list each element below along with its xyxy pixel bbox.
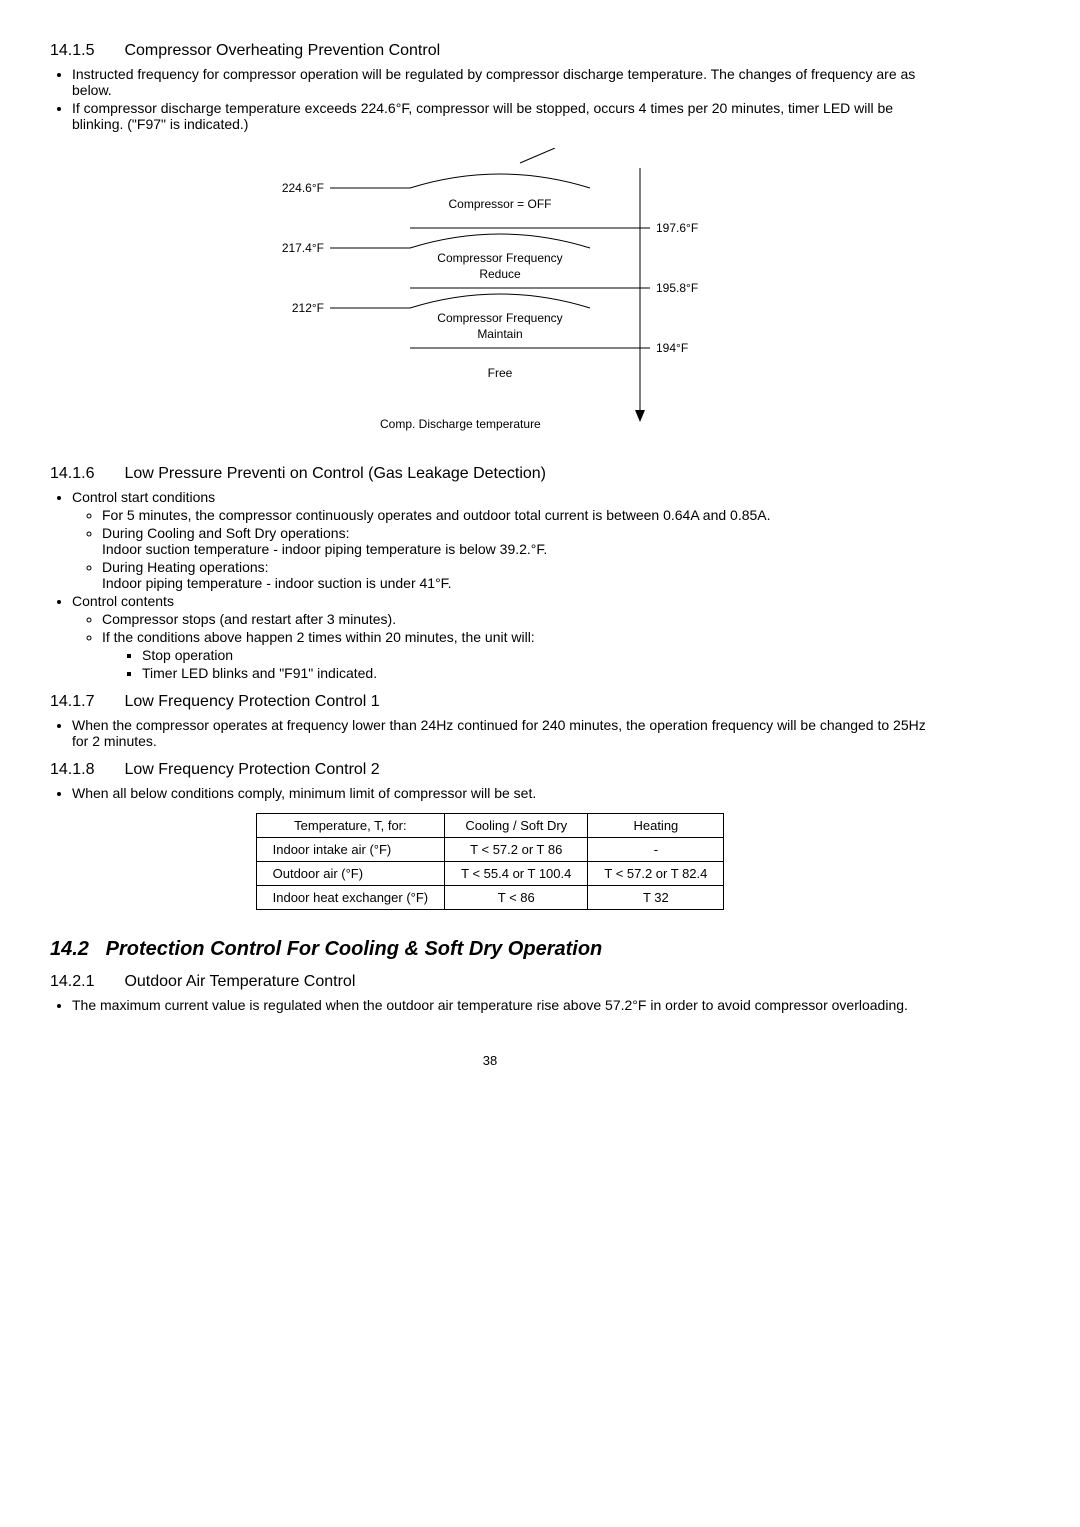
svg-text:Free: Free	[488, 366, 513, 380]
heading-14-1-6: 14.1.6 Low Pressure Preventi on Control …	[50, 465, 930, 483]
table-header: Cooling / Soft Dry	[445, 814, 588, 838]
svg-text:Compressor Frequency: Compressor Frequency	[437, 251, 562, 265]
conditions-table: Temperature, T, for: Cooling / Soft Dry …	[256, 813, 725, 910]
svg-text:Compressor Frequency: Compressor Frequency	[437, 311, 562, 325]
table-cell: T 32	[588, 886, 724, 910]
heading-14-1-5: 14.1.5 Compressor Overheating Prevention…	[50, 42, 930, 60]
table-cell: Indoor intake air (°F)	[256, 838, 445, 862]
bullet-list: Control start conditions For 5 minutes, …	[72, 489, 930, 681]
heading-title: Low Frequency Protection Control 1	[124, 693, 379, 710]
bullet-list: The maximum current value is regulated w…	[72, 997, 930, 1013]
bullet-item: When all below conditions comply, minimu…	[72, 785, 930, 801]
table-header: Temperature, T, for:	[256, 814, 445, 838]
table-cell: Indoor heat exchanger (°F)	[256, 886, 445, 910]
svg-text:Comp. Discharge temperature: Comp. Discharge temperature	[380, 417, 541, 431]
table-cell: -	[588, 838, 724, 862]
table-cell: T < 86	[445, 886, 588, 910]
table-row: Indoor heat exchanger (°F) T < 86 T 32	[256, 886, 724, 910]
bullet-item: Control start conditions For 5 minutes, …	[72, 489, 930, 591]
figure-svg: Compressor = OFF 224.6°F 197.6°F Compressor…	[240, 148, 740, 438]
bullet-list: Instructed frequency for compressor oper…	[72, 66, 930, 132]
svg-text:212°F: 212°F	[292, 301, 324, 315]
sub-text: Indoor piping temperature - indoor sucti…	[102, 575, 452, 591]
table-cell: T < 55.4 or T 100.4	[445, 862, 588, 886]
svg-text:194°F: 194°F	[656, 341, 688, 355]
bullet-item: The maximum current value is regulated w…	[72, 997, 930, 1013]
sub-list: Compressor stops (and restart after 3 mi…	[102, 611, 930, 681]
table-header: Heating	[588, 814, 724, 838]
sub-text: Indoor suction temperature - indoor pipi…	[102, 541, 547, 557]
table-cell: T < 57.2 or T 82.4	[588, 862, 724, 886]
svg-text:195.8°F: 195.8°F	[656, 281, 698, 295]
table-cell: T < 57.2 or T 86	[445, 838, 588, 862]
sub-item: For 5 minutes, the compressor continuous…	[102, 507, 930, 523]
heading-title: Low Frequency Protection Control 2	[124, 761, 379, 778]
heading-title: Outdoor Air Temperature Control	[124, 973, 355, 990]
svg-text:197.6°F: 197.6°F	[656, 221, 698, 235]
table-row: Outdoor air (°F) T < 55.4 or T 100.4 T <…	[256, 862, 724, 886]
heading-14-2: 14.2 Protection Control For Cooling & So…	[50, 938, 930, 961]
sub-item: During Cooling and Soft Dry operations: …	[102, 525, 930, 557]
sub-sub-item: Timer LED blinks and "F91" indicated.	[142, 665, 930, 681]
svg-text:Reduce: Reduce	[479, 267, 521, 281]
bullet-text: Control contents	[72, 593, 174, 609]
svg-text:Compressor = OFF: Compressor = OFF	[448, 197, 551, 211]
sub-text: During Heating operations:	[102, 559, 269, 575]
heading-num: 14.1.5	[50, 42, 120, 60]
table-cell: Outdoor air (°F)	[256, 862, 445, 886]
heading-14-1-7: 14.1.7 Low Frequency Protection Control …	[50, 693, 930, 711]
sub-sub-item: Stop operation	[142, 647, 930, 663]
svg-text:Maintain: Maintain	[477, 327, 522, 341]
bullet-text: Control start conditions	[72, 489, 215, 505]
sub-item: If the conditions above happen 2 times w…	[102, 629, 930, 681]
heading-num: 14.1.6	[50, 465, 120, 483]
bullet-item: Control contents Compressor stops (and r…	[72, 593, 930, 681]
sub-sub-list: Stop operation Timer LED blinks and "F91…	[142, 647, 930, 681]
heading-14-2-1: 14.2.1 Outdoor Air Temperature Control	[50, 973, 930, 991]
sub-item: During Heating operations: Indoor piping…	[102, 559, 930, 591]
bullet-list: When all below conditions comply, minimu…	[72, 785, 930, 801]
heading-14-1-8: 14.1.8 Low Frequency Protection Control …	[50, 761, 930, 779]
table-row: Indoor intake air (°F) T < 57.2 or T 86 …	[256, 838, 724, 862]
svg-text:224.6°F: 224.6°F	[282, 181, 324, 195]
sub-text: If the conditions above happen 2 times w…	[102, 629, 535, 645]
heading-num: 14.1.7	[50, 693, 120, 711]
heading-num: 14.1.8	[50, 761, 120, 779]
sub-list: For 5 minutes, the compressor continuous…	[102, 507, 930, 591]
heading-title: Low Pressure Preventi on Control (Gas Le…	[124, 465, 546, 482]
heading-num: 14.2	[50, 938, 89, 960]
figure-compressor-overheat: Compressor = OFF 224.6°F 197.6°F Compressor…	[50, 148, 930, 441]
bullet-item: When the compressor operates at frequenc…	[72, 717, 930, 749]
heading-title: Compressor Overheating Prevention Contro…	[124, 42, 440, 59]
heading-title: Protection Control For Cooling & Soft Dr…	[106, 938, 603, 960]
page-number: 38	[50, 1053, 930, 1068]
sub-item: Compressor stops (and restart after 3 mi…	[102, 611, 930, 627]
heading-num: 14.2.1	[50, 973, 120, 991]
sub-text: During Cooling and Soft Dry operations:	[102, 525, 349, 541]
table-row: Temperature, T, for: Cooling / Soft Dry …	[256, 814, 724, 838]
bullet-list: When the compressor operates at frequenc…	[72, 717, 930, 749]
bullet-item: Instructed frequency for compressor oper…	[72, 66, 930, 98]
bullet-item: If compressor discharge temperature exce…	[72, 100, 930, 132]
svg-text:217.4°F: 217.4°F	[282, 241, 324, 255]
